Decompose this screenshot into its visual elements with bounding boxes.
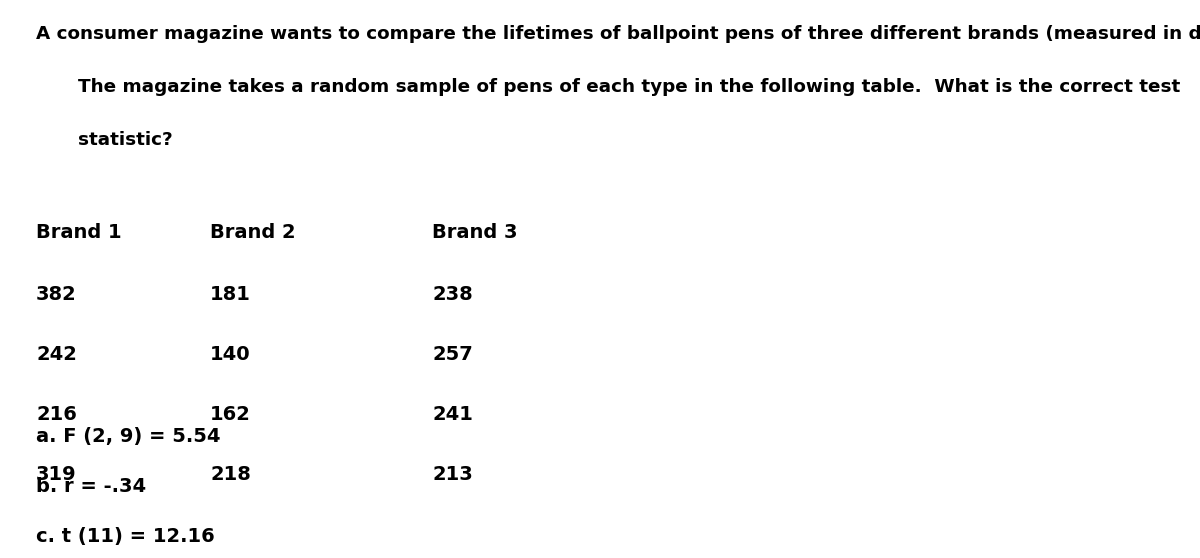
Text: Brand 3: Brand 3 xyxy=(432,223,517,242)
Text: 238: 238 xyxy=(432,285,473,304)
Text: 213: 213 xyxy=(432,465,473,484)
Text: 242: 242 xyxy=(36,345,77,364)
Text: 257: 257 xyxy=(432,345,473,364)
Text: 216: 216 xyxy=(36,405,77,424)
Text: 319: 319 xyxy=(36,465,77,484)
Text: 382: 382 xyxy=(36,285,77,304)
Text: statistic?: statistic? xyxy=(78,131,173,149)
Text: a. F (2, 9) = 5.54: a. F (2, 9) = 5.54 xyxy=(36,427,221,446)
Text: A consumer magazine wants to compare the lifetimes of ballpoint pens of three di: A consumer magazine wants to compare the… xyxy=(36,25,1200,43)
Text: 181: 181 xyxy=(210,285,251,304)
Text: The magazine takes a random sample of pens of each type in the following table. : The magazine takes a random sample of pe… xyxy=(78,78,1181,96)
Text: b. r = -.34: b. r = -.34 xyxy=(36,477,146,496)
Text: 162: 162 xyxy=(210,405,251,424)
Text: Brand 1: Brand 1 xyxy=(36,223,121,242)
Text: Brand 2: Brand 2 xyxy=(210,223,295,242)
Text: 218: 218 xyxy=(210,465,251,484)
Text: c. t (11) = 12.16: c. t (11) = 12.16 xyxy=(36,527,215,546)
Text: 140: 140 xyxy=(210,345,251,364)
Text: 241: 241 xyxy=(432,405,473,424)
